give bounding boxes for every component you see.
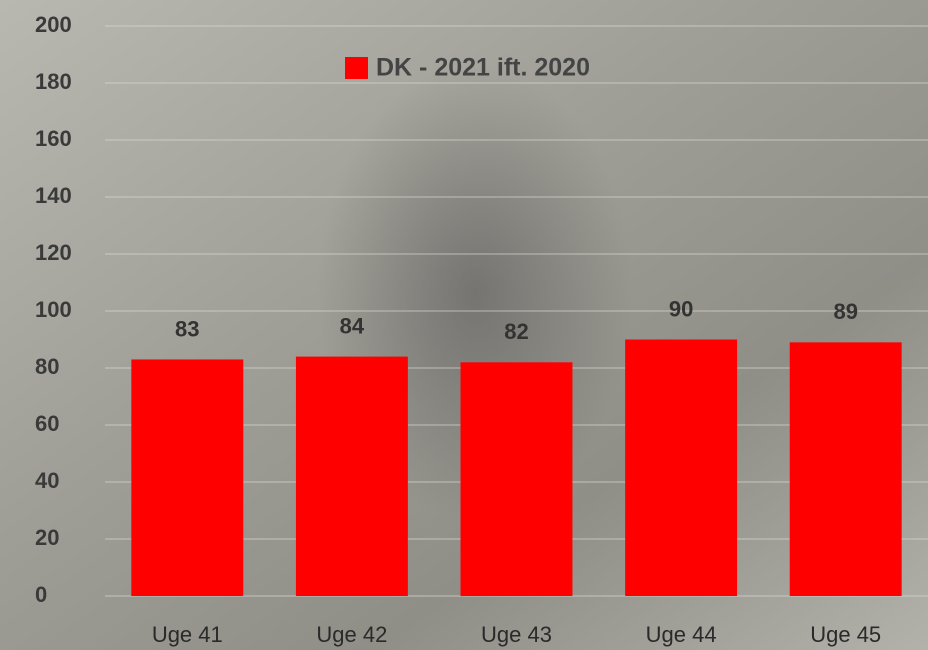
y-tick-label: 60 xyxy=(35,411,59,436)
data-label: 83 xyxy=(175,316,199,341)
y-tick-label: 160 xyxy=(35,126,72,151)
y-tick-label: 180 xyxy=(35,69,72,94)
y-tick-label: 200 xyxy=(35,12,72,37)
y-tick-label: 100 xyxy=(35,297,72,322)
data-label: 84 xyxy=(340,313,365,338)
x-tick-label: Uge 42 xyxy=(316,622,387,647)
bar xyxy=(789,342,902,596)
bar xyxy=(625,339,738,596)
x-tick-label: Uge 43 xyxy=(481,622,552,647)
data-label: 90 xyxy=(669,296,693,321)
y-tick-label: 40 xyxy=(35,468,59,493)
legend-label: DK - 2021 ift. 2020 xyxy=(376,54,590,82)
y-tick-label: 20 xyxy=(35,525,59,550)
y-tick-label: 120 xyxy=(35,240,72,265)
bar xyxy=(131,359,244,596)
x-tick-label: Uge 45 xyxy=(810,622,881,647)
plot: Uge 41 83 Uge 42 84 Uge 43 82 Uge 44 90 Uge 45 89 xyxy=(131,296,902,647)
y-tick-label: 80 xyxy=(35,354,59,379)
legend-swatch xyxy=(345,57,368,79)
y-tick-label: 0 xyxy=(35,582,47,607)
data-label: 89 xyxy=(833,299,857,324)
bar xyxy=(295,356,408,596)
y-tick-label: 140 xyxy=(35,183,72,208)
x-tick-label: Uge 44 xyxy=(646,622,717,647)
bar xyxy=(460,362,573,596)
data-label: 82 xyxy=(504,319,528,344)
x-tick-label: Uge 41 xyxy=(152,622,223,647)
